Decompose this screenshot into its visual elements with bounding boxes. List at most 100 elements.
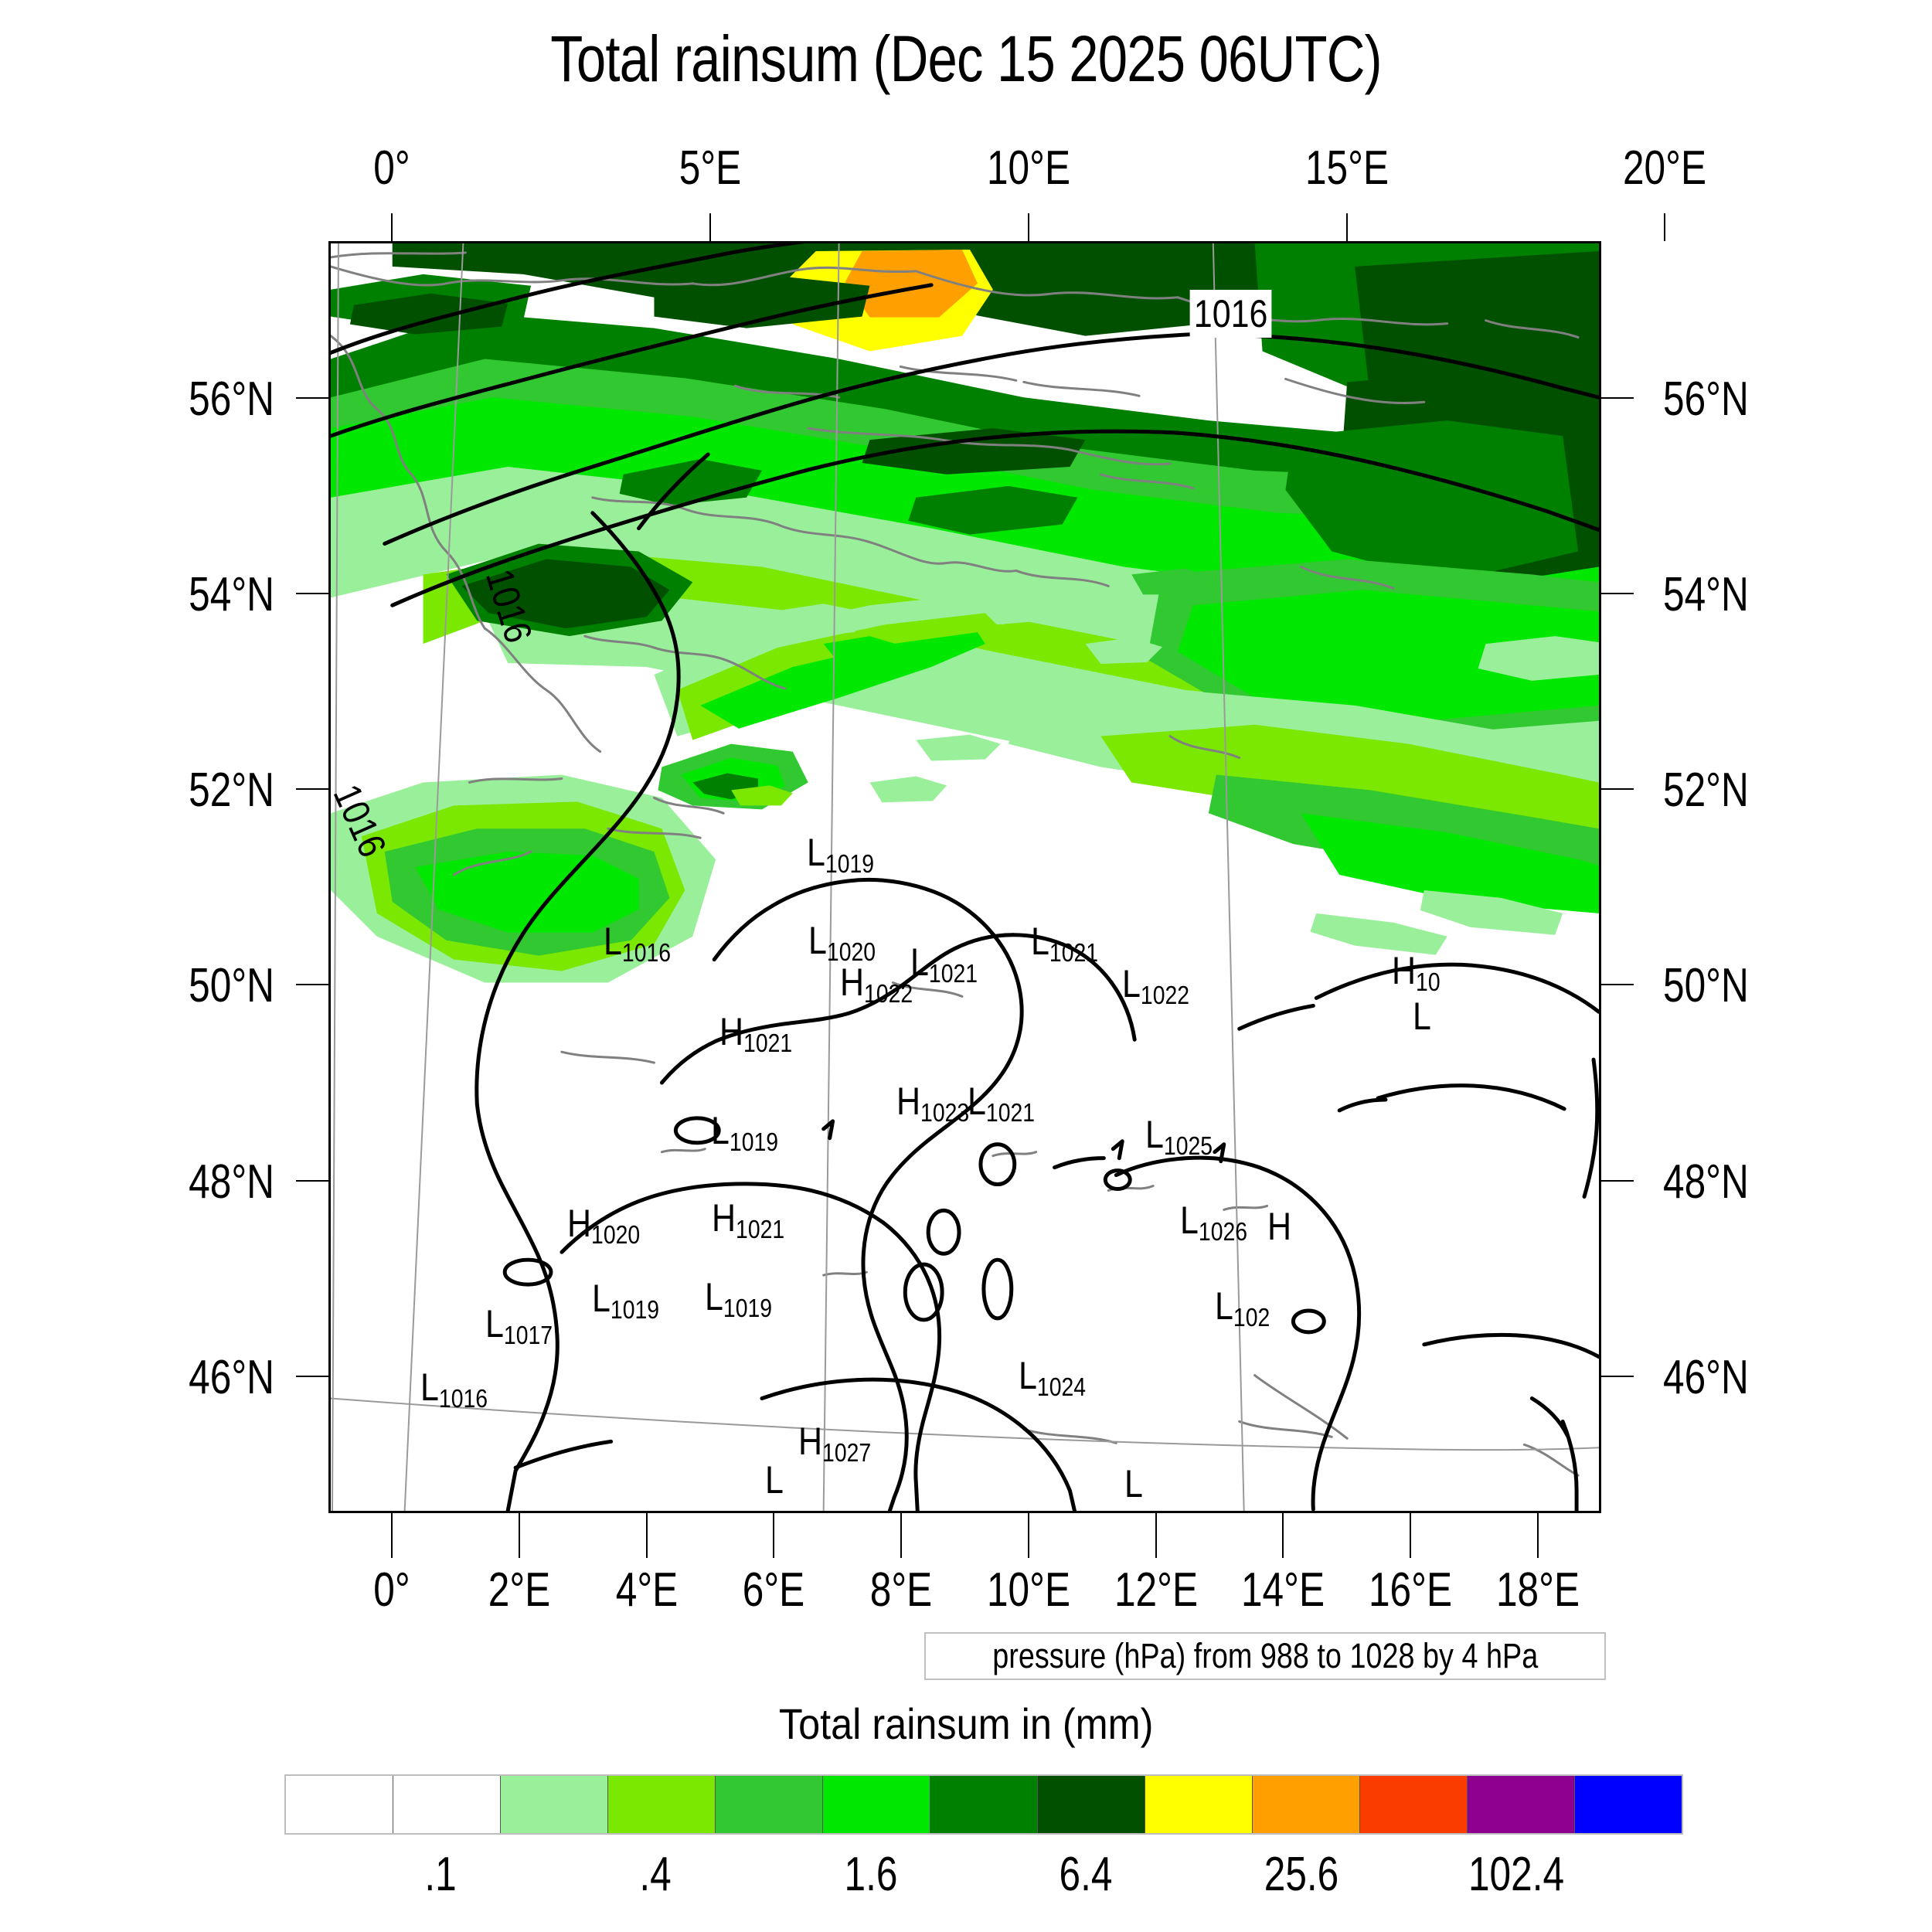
- pressure-centre-low-0: L1019: [807, 831, 875, 878]
- colorbar-segment-1: [393, 1776, 500, 1833]
- bottom-axis-tick-mark-3: [773, 1513, 775, 1558]
- bottom-axis-tick-1: 2°E: [488, 1563, 551, 1617]
- bottom-axis-tick-mark-1: [519, 1513, 521, 1558]
- colorbar-segment-11: [1467, 1776, 1574, 1833]
- colorbar-label-3: 6.4: [1059, 1848, 1113, 1901]
- left-axis-tick-4: 48°N: [189, 1155, 274, 1209]
- pressure-centre-low-18: L1019: [592, 1277, 660, 1324]
- colorbar-tick-labels: .1 .4 1.6 6.4 25.6 102.4: [284, 1847, 1683, 1909]
- pressure-centre-low-21: L1017: [485, 1302, 553, 1349]
- pressure-centre-high-15: H1021: [712, 1196, 785, 1243]
- colorbar-segment-10: [1359, 1776, 1467, 1833]
- pressure-centre-low-25: L: [765, 1458, 784, 1502]
- right-axis-tick-mark-4: [1601, 1179, 1634, 1182]
- right-axis-tick-mark-5: [1601, 1375, 1634, 1377]
- bottom-axis-tick-mark-0: [391, 1513, 393, 1558]
- pressure-centre-low-2: L1020: [808, 919, 876, 966]
- colorbar-label-0: .1: [424, 1848, 457, 1901]
- bottom-axis-tick-mark-2: [645, 1513, 648, 1558]
- colorbar-segment-12: [1574, 1776, 1682, 1833]
- colorbar-segment-4: [715, 1776, 822, 1833]
- colorbar-segment-0: [286, 1776, 393, 1833]
- pressure-centre-low-8: L: [1413, 995, 1431, 1038]
- colorbar-segment-2: [500, 1776, 607, 1833]
- colorbar-label-5: 102.4: [1468, 1848, 1565, 1901]
- bottom-axis-tick-4: 8°E: [869, 1563, 933, 1617]
- bottom-axis-tick-5: 10°E: [986, 1563, 1070, 1617]
- colorbar-segment-7: [1037, 1776, 1145, 1833]
- left-axis-tick-5: 46°N: [189, 1350, 274, 1404]
- colorbar-segment-8: [1145, 1776, 1252, 1833]
- colorbar-segment-6: [930, 1776, 1037, 1833]
- bottom-axis-tick-mark-7: [1282, 1513, 1284, 1558]
- left-axis-tick-mark-1: [296, 592, 328, 594]
- right-axis-tick-0: 56°N: [1663, 372, 1749, 426]
- map-plot-area[interactable]: 1016 1016 1016: [328, 241, 1601, 1513]
- right-axis-tick-4: 48°N: [1663, 1155, 1749, 1209]
- right-axis-tick-mark-3: [1601, 984, 1634, 986]
- bottom-axis-tick-mark-6: [1155, 1513, 1157, 1558]
- bottom-axis-tick-3: 6°E: [743, 1563, 805, 1617]
- top-axis-tick-3: 15°E: [1304, 141, 1389, 195]
- bottom-axis-tick-0: 0°: [373, 1563, 411, 1617]
- pressure-centre-low-23: L1024: [1019, 1354, 1087, 1401]
- pressure-centre-high-4: H1022: [840, 961, 913, 1008]
- pressure-centre-high-7: H10: [1392, 949, 1440, 996]
- pressure-centre-low-11: L1021: [968, 1080, 1036, 1127]
- bottom-axis-tick-8: 16°E: [1368, 1563, 1452, 1617]
- pressure-centre-low-16: L1026: [1180, 1199, 1248, 1246]
- pressure-centre-low-26: L: [1124, 1462, 1143, 1505]
- pressure-contour-note: pressure (hPa) from 988 to 1028 by 4 hPa: [924, 1632, 1606, 1680]
- bottom-axis-tick-mark-9: [1536, 1513, 1539, 1558]
- top-axis-tick-mark-2: [1027, 213, 1029, 241]
- pressure-centre-low-1: L1016: [604, 920, 672, 967]
- colorbar-segment-3: [607, 1776, 715, 1833]
- colorbar-label-1: .4: [639, 1848, 672, 1901]
- colorbar-caption-text: Total rainsum in (mm): [778, 1699, 1154, 1748]
- top-axis-tick-1: 5°E: [679, 141, 742, 195]
- bottom-axis-tick-mark-5: [1027, 1513, 1029, 1558]
- right-axis-tick-2: 52°N: [1663, 764, 1749, 818]
- contour-label-1016-a: 1016: [1189, 290, 1272, 338]
- left-axis-tick-1: 54°N: [189, 567, 274, 621]
- right-axis-tick-mark-0: [1601, 396, 1634, 399]
- left-axis-tick-2: 52°N: [189, 764, 274, 818]
- colorbar-segment-5: [822, 1776, 930, 1833]
- left-axis-tick-mark-0: [296, 396, 328, 399]
- pressure-centre-low-13: L1019: [711, 1109, 779, 1156]
- pressure-centre-low-3: L1021: [910, 940, 978, 988]
- pressure-centre-low-5: L1021: [1031, 920, 1099, 967]
- pressure-centre-high-17: H: [1267, 1205, 1292, 1248]
- map-canvas: [331, 243, 1599, 1511]
- top-axis-tick-mark-0: [391, 213, 393, 241]
- bottom-axis-tick-7: 14°E: [1241, 1563, 1325, 1617]
- bottom-axis-tick-mark-4: [900, 1513, 903, 1558]
- left-axis-tick-0: 56°N: [189, 372, 274, 426]
- left-axis-tick-mark-3: [296, 984, 328, 986]
- pressure-centre-high-9: H1021: [719, 1010, 793, 1057]
- pressure-centre-low-19: L1019: [705, 1275, 773, 1322]
- top-axis-tick-2: 10°E: [986, 141, 1070, 195]
- right-axis-tick-mark-2: [1601, 788, 1634, 791]
- bottom-axis-tick-2: 4°E: [615, 1563, 678, 1617]
- right-axis-tick-5: 46°N: [1663, 1350, 1749, 1404]
- left-axis-tick-mark-5: [296, 1375, 328, 1377]
- left-axis-tick-mark-2: [296, 788, 328, 791]
- pressure-note-text: pressure (hPa) from 988 to 1028 by 4 hPa: [992, 1636, 1538, 1675]
- pressure-centre-low-6: L1022: [1122, 962, 1190, 1009]
- left-axis-tick-mark-4: [296, 1179, 328, 1182]
- top-axis-tick-4: 20°E: [1623, 141, 1707, 195]
- pressure-centre-high-14: H1020: [567, 1202, 641, 1249]
- top-axis-tick-0: 0°: [373, 141, 411, 195]
- colorbar-segment-9: [1252, 1776, 1359, 1833]
- left-axis-tick-3: 50°N: [189, 959, 274, 1013]
- pressure-centre-low-12: L1025: [1145, 1113, 1213, 1160]
- page-title: Total rainsum (Dec 15 2025 06UTC): [550, 22, 1382, 95]
- right-axis-tick-mark-1: [1601, 592, 1634, 594]
- colorbar[interactable]: [284, 1774, 1683, 1835]
- top-axis-tick-mark-3: [1345, 213, 1348, 241]
- pressure-centre-low-20: L102: [1215, 1284, 1270, 1332]
- colorbar-caption: Total rainsum in (mm): [0, 1699, 1932, 1749]
- pressure-centre-high-10: H1023: [896, 1080, 970, 1127]
- right-axis-tick-1: 54°N: [1663, 567, 1749, 621]
